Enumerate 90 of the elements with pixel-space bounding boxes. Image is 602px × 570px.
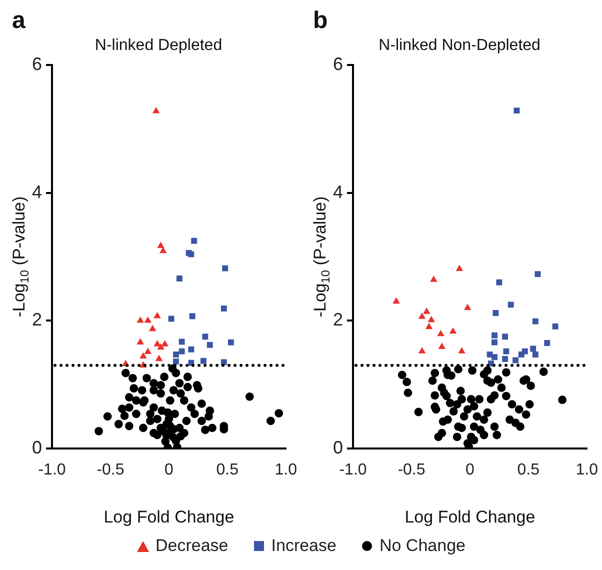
text: a xyxy=(12,7,26,34)
legend-label: Decrease xyxy=(156,536,228,556)
x-tick-label: 0.5 xyxy=(216,461,239,478)
x-tick-label: 0 xyxy=(465,461,474,478)
legend-label: No Change xyxy=(379,536,466,556)
point xyxy=(136,316,144,323)
point xyxy=(425,322,433,330)
point xyxy=(178,348,185,354)
point xyxy=(200,358,206,364)
point xyxy=(518,352,524,358)
point xyxy=(202,334,208,340)
y-tick-label: 4 xyxy=(32,182,42,202)
point xyxy=(438,342,446,349)
x-tick-label: 1.0 xyxy=(576,461,598,478)
point xyxy=(140,352,147,359)
point xyxy=(168,316,174,322)
x-tick-label: -0.5 xyxy=(398,461,426,478)
point xyxy=(191,238,198,244)
point xyxy=(172,358,179,365)
point xyxy=(154,340,161,346)
x-tick-label: -1.0 xyxy=(339,461,367,478)
point xyxy=(464,304,472,310)
legend-label: Increase xyxy=(271,536,336,556)
x-axis-title: Log Fold Change xyxy=(104,507,234,526)
x-tick-label: 1.0 xyxy=(274,461,298,478)
point xyxy=(392,297,400,304)
point xyxy=(502,356,508,362)
x-tick-label: -1.0 xyxy=(38,461,66,478)
point xyxy=(155,354,163,362)
point xyxy=(189,313,196,320)
point xyxy=(206,342,213,348)
point xyxy=(492,339,498,346)
text: b xyxy=(313,7,328,34)
point xyxy=(423,308,430,314)
point xyxy=(514,108,520,114)
point xyxy=(220,359,227,366)
point xyxy=(492,310,499,316)
chart-title: N-linked Non-Depleted xyxy=(378,37,540,54)
point xyxy=(492,354,498,360)
point xyxy=(492,332,498,338)
point xyxy=(456,264,464,272)
point xyxy=(136,338,144,344)
point xyxy=(144,316,152,323)
point xyxy=(176,276,182,282)
point xyxy=(503,348,510,354)
point xyxy=(152,106,160,114)
point xyxy=(188,346,194,352)
point xyxy=(430,276,438,282)
point xyxy=(178,338,185,345)
point xyxy=(157,343,164,350)
point xyxy=(512,357,519,364)
point xyxy=(552,323,558,330)
y-tick-label: 0 xyxy=(32,437,42,458)
y-tick-label: 2 xyxy=(32,310,42,330)
point xyxy=(532,318,538,324)
x-axis-title: Log Fold Change xyxy=(404,507,536,526)
x-tick-label: -0.5 xyxy=(96,461,124,478)
point xyxy=(418,347,426,354)
point xyxy=(228,339,234,346)
point xyxy=(222,265,228,272)
point xyxy=(220,306,227,312)
point xyxy=(534,271,541,278)
point xyxy=(532,352,538,358)
x-tick-label: 0.5 xyxy=(517,461,540,478)
y-axis-title: -Log10 (P-value) xyxy=(10,196,32,318)
point xyxy=(530,346,536,352)
point xyxy=(496,279,502,286)
point xyxy=(502,334,508,340)
point xyxy=(449,327,457,334)
point xyxy=(188,251,194,258)
point xyxy=(437,330,444,336)
point xyxy=(154,312,161,318)
point xyxy=(458,347,466,354)
point xyxy=(418,312,426,319)
y-tick-label: 4 xyxy=(332,182,344,202)
y-axis-title: -Log10 (P-value) xyxy=(310,196,332,318)
y-tick-label: 6 xyxy=(332,54,344,74)
y-tick-label: 2 xyxy=(332,310,344,330)
point xyxy=(508,302,514,308)
point xyxy=(157,242,164,248)
y-tick-label: 0 xyxy=(332,437,344,458)
point xyxy=(161,340,168,346)
chart-title: N-linked Depleted xyxy=(94,37,222,54)
y-tick-label: 6 xyxy=(32,54,42,74)
point xyxy=(172,352,179,358)
x-tick-label: 0 xyxy=(164,461,174,478)
point xyxy=(428,316,435,322)
point xyxy=(148,324,156,332)
point xyxy=(544,340,550,346)
point xyxy=(144,348,152,354)
